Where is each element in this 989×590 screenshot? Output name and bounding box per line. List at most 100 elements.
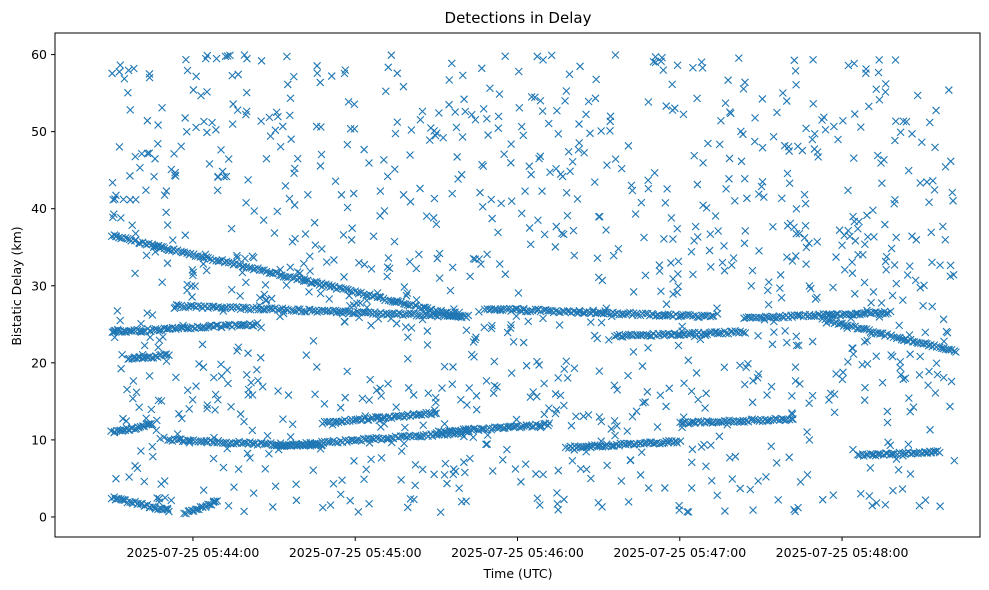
- data-point: [792, 341, 801, 350]
- data-point: [523, 307, 532, 316]
- data-point: [514, 289, 523, 297]
- data-point: [354, 507, 363, 516]
- data-point: [624, 141, 633, 150]
- data-point: [720, 363, 729, 372]
- data-point: [311, 390, 319, 399]
- data-point: [496, 306, 505, 315]
- data-point: [919, 301, 927, 310]
- data-point: [482, 440, 490, 449]
- data-point: [666, 259, 675, 267]
- data-point: [877, 299, 886, 307]
- data-point: [941, 235, 950, 244]
- data-point: [222, 172, 231, 181]
- data-point: [202, 253, 211, 262]
- data-point: [423, 327, 432, 335]
- data-point: [340, 69, 349, 78]
- data-point: [519, 304, 528, 313]
- data-point: [944, 86, 953, 94]
- data-point: [486, 84, 494, 93]
- data-point: [500, 150, 509, 159]
- data-point: [554, 373, 563, 382]
- data-point: [624, 371, 632, 380]
- data-point: [896, 128, 905, 137]
- data-point: [340, 317, 349, 326]
- data-point: [563, 374, 572, 382]
- data-point: [649, 57, 658, 66]
- data-point: [241, 278, 250, 287]
- data-point: [278, 122, 287, 131]
- data-point: [449, 465, 458, 473]
- data-point: [265, 113, 274, 122]
- data-point: [133, 464, 142, 473]
- data-point: [167, 496, 176, 505]
- data-point: [274, 387, 282, 395]
- data-point: [171, 373, 180, 382]
- data-point: [526, 393, 535, 401]
- data-point: [849, 154, 858, 163]
- data-point: [690, 236, 699, 245]
- data-point: [706, 262, 715, 271]
- data-point: [532, 392, 541, 401]
- data-point: [363, 303, 371, 312]
- data-point: [828, 311, 836, 320]
- data-point: [753, 373, 762, 382]
- data-point: [470, 352, 478, 361]
- data-point: [887, 244, 896, 253]
- data-point: [843, 324, 852, 332]
- data-point: [792, 204, 801, 213]
- x-tick-label: 2025-07-25 05:48:00: [776, 545, 909, 560]
- data-point: [679, 110, 688, 119]
- data-point: [430, 409, 439, 418]
- data-point: [400, 439, 408, 448]
- data-point: [706, 441, 715, 450]
- data-point: [292, 496, 301, 505]
- data-point: [213, 395, 222, 404]
- data-point: [249, 303, 258, 312]
- data-point: [863, 233, 872, 241]
- data-point: [535, 154, 543, 163]
- data-point: [880, 220, 889, 229]
- data-point: [946, 261, 955, 270]
- data-point: [260, 290, 269, 299]
- data-point: [192, 382, 200, 390]
- data-point: [381, 87, 390, 96]
- data-point: [535, 501, 544, 509]
- data-point: [584, 97, 593, 106]
- data-point: [684, 356, 693, 365]
- data-point: [365, 159, 373, 167]
- data-point: [517, 477, 525, 486]
- data-point: [110, 427, 119, 436]
- data-point: [365, 439, 374, 447]
- data-point: [610, 417, 619, 425]
- data-point: [696, 335, 705, 344]
- data-point: [221, 52, 230, 61]
- data-point: [839, 368, 847, 377]
- data-point: [476, 188, 484, 197]
- data-point: [570, 251, 579, 260]
- data-point: [843, 357, 852, 366]
- data-point: [663, 184, 672, 193]
- data-point: [919, 340, 928, 348]
- data-point: [877, 179, 886, 188]
- data-point: [949, 270, 958, 279]
- data-point: [644, 184, 653, 193]
- data-point: [899, 375, 908, 384]
- data-point: [110, 333, 119, 342]
- data-point: [532, 420, 540, 429]
- data-point: [273, 207, 282, 216]
- data-point: [242, 88, 251, 97]
- data-point: [821, 125, 830, 134]
- data-point: [224, 258, 233, 267]
- data-point: [464, 311, 473, 320]
- data-point: [344, 97, 353, 106]
- data-point: [770, 328, 778, 337]
- data-point: [538, 187, 546, 195]
- data-point: [123, 88, 132, 97]
- data-point: [641, 271, 650, 280]
- data-point: [148, 452, 157, 461]
- data-point: [854, 250, 863, 259]
- data-point: [282, 281, 291, 290]
- data-point: [949, 196, 957, 205]
- data-point: [189, 86, 198, 94]
- data-point: [908, 129, 916, 138]
